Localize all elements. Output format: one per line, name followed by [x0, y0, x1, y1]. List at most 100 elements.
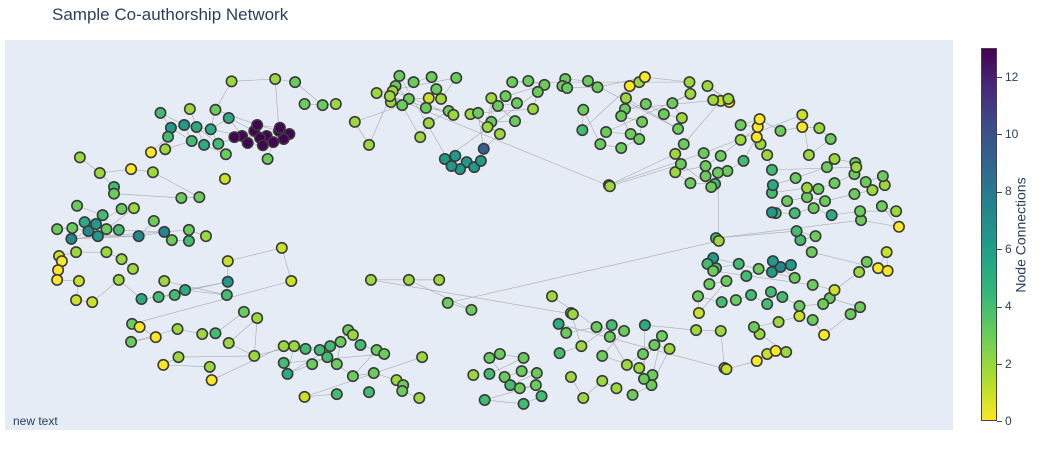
network-node[interactable]	[618, 324, 631, 337]
network-node[interactable]	[619, 92, 632, 105]
network-node[interactable]	[498, 370, 511, 383]
network-node[interactable]	[447, 108, 460, 121]
network-node[interactable]	[209, 103, 222, 116]
network-node[interactable]	[633, 361, 646, 374]
network-node[interactable]	[805, 246, 818, 259]
network-node[interactable]	[329, 97, 342, 110]
network-node[interactable]	[298, 97, 311, 110]
network-node[interactable]	[435, 92, 448, 105]
network-graph[interactable]	[5, 40, 953, 430]
network-node[interactable]	[407, 76, 420, 89]
network-node[interactable]	[112, 273, 125, 286]
network-node[interactable]	[132, 230, 145, 243]
network-node[interactable]	[370, 87, 383, 100]
network-node[interactable]	[740, 269, 753, 282]
network-node[interactable]	[82, 225, 95, 238]
network-node[interactable]	[225, 75, 238, 88]
network-node[interactable]	[277, 133, 290, 146]
network-node[interactable]	[269, 72, 282, 85]
network-node[interactable]	[413, 392, 426, 405]
network-node[interactable]	[499, 90, 512, 103]
network-node[interactable]	[346, 370, 359, 383]
network-node[interactable]	[793, 299, 806, 312]
network-node[interactable]	[576, 124, 589, 137]
network-node[interactable]	[115, 202, 128, 215]
network-node[interactable]	[752, 262, 765, 275]
network-node[interactable]	[199, 230, 212, 243]
network-node[interactable]	[788, 271, 801, 284]
network-node[interactable]	[892, 220, 905, 233]
network-node[interactable]	[306, 358, 319, 371]
network-node[interactable]	[330, 358, 343, 371]
network-node[interactable]	[721, 165, 734, 178]
network-node[interactable]	[273, 121, 286, 134]
network-node[interactable]	[144, 146, 157, 159]
network-node[interactable]	[626, 388, 639, 401]
network-node[interactable]	[819, 195, 832, 208]
network-node[interactable]	[796, 120, 809, 133]
network-node[interactable]	[750, 131, 763, 144]
network-node[interactable]	[517, 397, 530, 410]
network-node[interactable]	[732, 257, 745, 270]
network-node[interactable]	[828, 152, 841, 165]
network-node[interactable]	[219, 148, 232, 161]
network-node[interactable]	[367, 367, 380, 380]
network-node[interactable]	[766, 179, 779, 192]
network-node[interactable]	[615, 142, 628, 155]
network-node[interactable]	[655, 330, 668, 343]
network-node[interactable]	[491, 99, 504, 112]
network-node[interactable]	[669, 166, 682, 179]
network-node[interactable]	[824, 133, 837, 146]
network-node[interactable]	[182, 223, 195, 236]
network-node[interactable]	[393, 69, 406, 82]
network-node[interactable]	[753, 113, 766, 126]
network-node[interactable]	[430, 83, 443, 96]
network-node[interactable]	[506, 76, 519, 89]
network-node[interactable]	[474, 154, 487, 167]
network-node[interactable]	[663, 342, 676, 355]
network-node[interactable]	[204, 123, 217, 136]
network-node[interactable]	[605, 319, 618, 332]
network-node[interactable]	[881, 264, 894, 277]
network-node[interactable]	[801, 181, 814, 194]
network-node[interactable]	[633, 133, 646, 146]
network-node[interactable]	[221, 255, 234, 268]
network-node[interactable]	[854, 205, 867, 218]
network-node[interactable]	[825, 209, 838, 222]
network-node[interactable]	[152, 291, 165, 304]
network-node[interactable]	[133, 321, 146, 334]
network-node[interactable]	[510, 97, 523, 110]
network-node[interactable]	[648, 338, 661, 351]
network-node[interactable]	[396, 384, 409, 397]
network-node[interactable]	[645, 379, 658, 392]
network-node[interactable]	[251, 312, 264, 325]
network-node[interactable]	[70, 294, 83, 307]
network-node[interactable]	[720, 363, 733, 376]
network-node[interactable]	[383, 90, 396, 103]
network-node[interactable]	[780, 345, 793, 358]
network-node[interactable]	[745, 289, 758, 302]
network-node[interactable]	[876, 170, 889, 183]
network-node[interactable]	[720, 275, 733, 288]
network-node[interactable]	[378, 347, 391, 360]
network-node[interactable]	[806, 314, 819, 327]
network-node[interactable]	[221, 275, 234, 288]
network-node[interactable]	[149, 331, 162, 344]
network-node[interactable]	[483, 351, 496, 364]
network-node[interactable]	[330, 388, 343, 401]
network-node[interactable]	[850, 161, 863, 174]
network-node[interactable]	[591, 81, 604, 94]
network-node[interactable]	[764, 285, 777, 298]
network-node[interactable]	[90, 218, 103, 231]
network-node[interactable]	[530, 367, 543, 380]
network-node[interactable]	[703, 278, 716, 291]
network-node[interactable]	[615, 110, 628, 123]
network-node[interactable]	[261, 152, 274, 165]
network-node[interactable]	[147, 214, 160, 227]
network-node[interactable]	[793, 310, 806, 323]
network-node[interactable]	[552, 317, 565, 330]
network-node[interactable]	[425, 71, 438, 84]
network-node[interactable]	[711, 166, 724, 179]
network-node[interactable]	[178, 119, 191, 132]
network-node[interactable]	[422, 92, 435, 105]
